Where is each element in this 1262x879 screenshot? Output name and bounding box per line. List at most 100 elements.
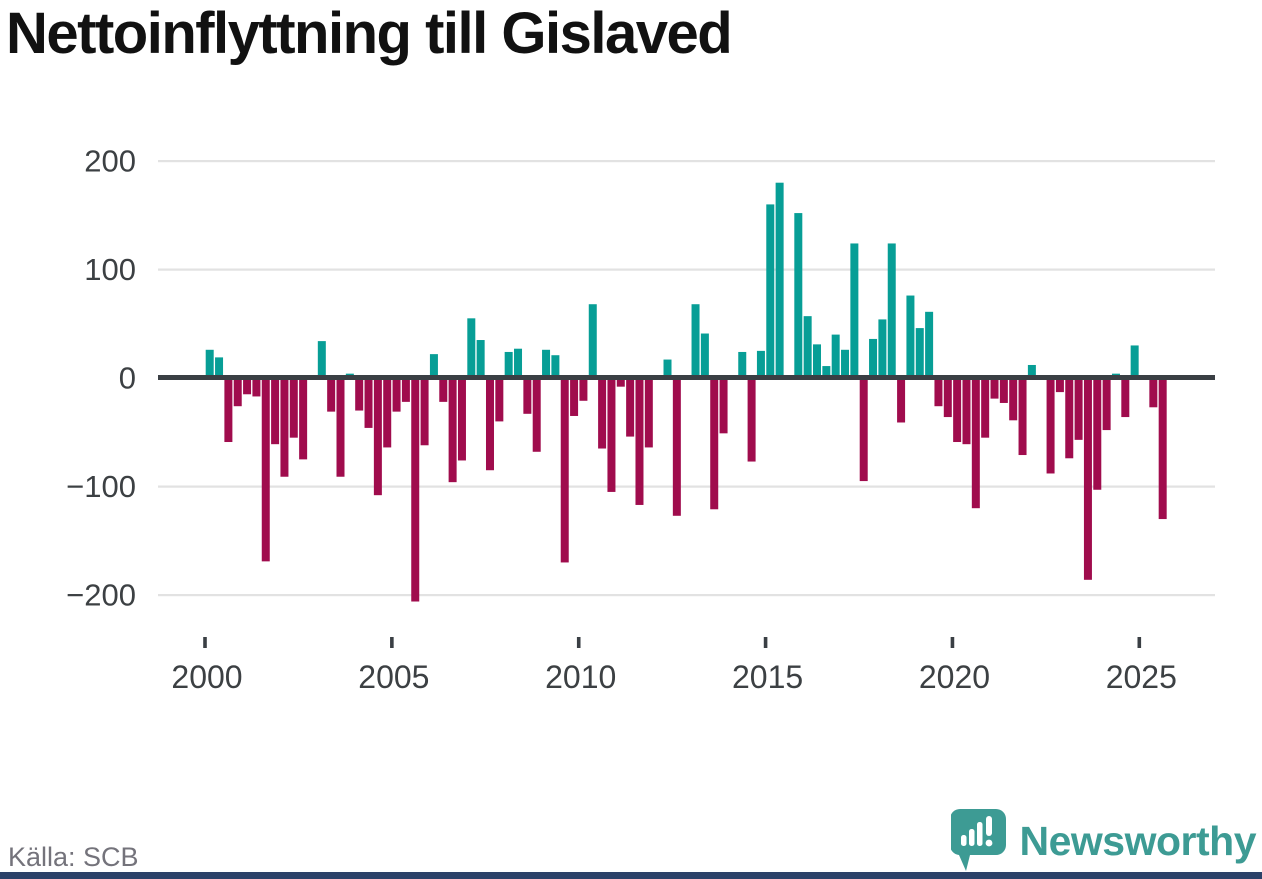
bar-2014Q3 [747,378,756,462]
bar-2008Q2 [514,348,523,378]
bar-2003Q3 [336,378,345,477]
bar-2006Q1 [429,354,438,378]
x-tick-label: 2000 [171,659,242,695]
bar-2002Q1 [280,378,289,477]
bar-2020Q3 [971,378,980,509]
newsworthy-speech-bubble-chart-icon [950,809,1006,871]
bar-2020Q2 [962,378,971,445]
bar-2008Q3 [523,378,532,414]
bar-2010Q3 [598,378,607,449]
x-tick [576,637,581,648]
bar-2009Q4 [570,378,579,416]
bar-2001Q3 [261,378,270,562]
bar-2021Q3 [1009,378,1018,421]
bar-2018Q3 [897,378,906,423]
brand-name: Newsworthy [1019,817,1257,864]
bar-2004Q1 [355,378,364,411]
x-tick [763,637,768,648]
bar-2016Q4 [831,334,840,378]
bar-2023Q4 [1093,378,1102,490]
bar-2011Q3 [635,378,644,505]
bar-2013Q3 [710,378,719,510]
bar-2014Q4 [756,350,765,378]
bar-2015Q2 [775,182,784,378]
bar-2017Q2 [850,243,859,378]
bar-2010Q2 [588,304,597,378]
bar-2023Q2 [1074,378,1083,440]
gridline [158,594,1215,597]
bar-2001Q2 [252,378,261,397]
bar-2004Q4 [383,378,392,448]
bar-2002Q3 [299,378,308,460]
bar-2017Q1 [841,349,850,378]
bar-2007Q3 [485,378,494,471]
source-note: Källa: SCB [8,842,139,872]
bar-2024Q3 [1121,378,1130,418]
gridline [158,485,1215,488]
y-tick-label: −200 [66,578,136,613]
bar-2012Q2 [663,359,672,378]
bar-2015Q4 [794,213,803,378]
bar-2003Q2 [327,378,336,412]
bar-2009Q1 [542,349,551,378]
bar-2019Q1 [915,328,924,378]
bar-2021Q2 [999,378,1008,403]
bar-2019Q3 [934,378,943,407]
bar-2005Q3 [411,378,420,602]
newsworthy-logo: Newsworthy [950,808,1257,874]
x-tick-label: 2010 [545,659,616,695]
bar-2024Q4 [1130,345,1139,378]
x-tick-label: 2005 [358,659,429,695]
bar-2008Q1 [504,351,513,378]
bar-2000Q4 [233,378,242,407]
bar-2021Q1 [990,378,999,399]
y-tick-label: −100 [66,469,136,504]
bar-2005Q4 [420,378,429,446]
bar-2013Q2 [700,333,709,378]
bar-2000Q2 [215,357,224,378]
bar-2008Q4 [532,378,541,452]
bar-2013Q1 [691,304,700,378]
x-tick [203,637,207,648]
y-tick-label: 200 [84,144,136,179]
bar-2009Q3 [560,378,569,563]
bar-2015Q1 [766,204,775,378]
bar-2011Q2 [626,378,635,437]
brand-bottom-bar [0,872,1262,879]
bar-2020Q4 [981,378,990,438]
y-tick-label: 0 [119,361,136,396]
bar-2017Q3 [859,378,868,482]
bar-chart: 200 100 0 −100 −200 2000 2005 2010 2015 2020 2025 [66,144,1215,695]
bar-2005Q1 [392,378,401,412]
bar-2022Q1 [1027,364,1036,378]
chart-title: Nettoinflyttning till Gislaved [6,1,733,66]
bar-2018Q1 [878,319,887,378]
bar-2023Q3 [1083,378,1092,580]
bar-2006Q3 [448,378,457,483]
bar-2010Q4 [607,378,616,492]
bar-2001Q1 [243,378,252,395]
gridline [158,268,1215,271]
bar-2000Q1 [205,349,214,378]
bar-2023Q1 [1065,378,1074,459]
bar-2007Q4 [495,378,504,422]
bar-2025Q2 [1149,378,1158,408]
bar-2003Q1 [317,341,326,378]
bar-2011Q1 [616,378,625,387]
bar-2018Q2 [887,243,896,378]
bar-2006Q2 [439,378,448,402]
bar-2007Q1 [467,318,476,378]
bar-2019Q2 [925,311,934,378]
bar-2022Q3 [1046,378,1055,474]
bar-2011Q4 [644,378,653,448]
bar-2005Q2 [401,378,410,402]
bar-2020Q1 [953,378,962,443]
x-tick [390,637,394,648]
bar-2021Q4 [1018,378,1027,456]
x-tick-label: 2020 [919,659,990,695]
bar-2001Q4 [271,378,280,445]
y-tick-label: 100 [84,252,136,287]
x-tick-label: 2025 [1106,659,1177,695]
bar-2004Q3 [373,378,382,496]
